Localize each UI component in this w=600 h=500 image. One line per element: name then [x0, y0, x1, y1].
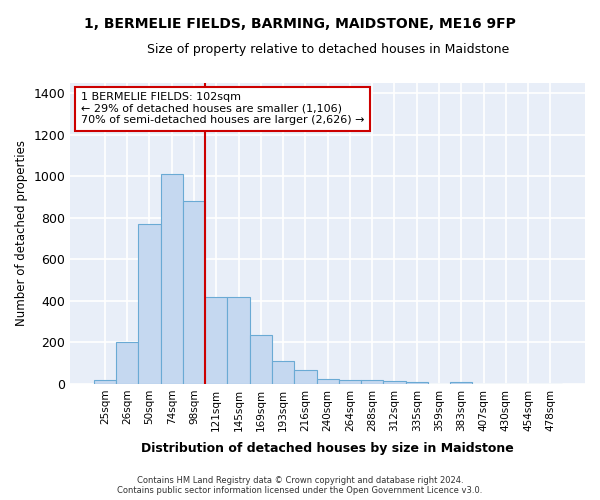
X-axis label: Distribution of detached houses by size in Maidstone: Distribution of detached houses by size …	[141, 442, 514, 455]
Bar	[339, 380, 361, 384]
Bar	[294, 370, 317, 384]
Bar	[250, 335, 272, 384]
Text: 1 BERMELIE FIELDS: 102sqm
← 29% of detached houses are smaller (1,106)
70% of se: 1 BERMELIE FIELDS: 102sqm ← 29% of detac…	[80, 92, 364, 126]
Bar	[183, 202, 205, 384]
Bar	[94, 380, 116, 384]
Y-axis label: Number of detached properties: Number of detached properties	[15, 140, 28, 326]
Bar	[383, 381, 406, 384]
Bar	[317, 380, 339, 384]
Bar	[227, 297, 250, 384]
Bar	[116, 342, 138, 384]
Bar	[205, 297, 227, 384]
Text: 1, BERMELIE FIELDS, BARMING, MAIDSTONE, ME16 9FP: 1, BERMELIE FIELDS, BARMING, MAIDSTONE, …	[84, 18, 516, 32]
Bar	[161, 174, 183, 384]
Bar	[272, 362, 294, 384]
Title: Size of property relative to detached houses in Maidstone: Size of property relative to detached ho…	[146, 42, 509, 56]
Text: Contains HM Land Registry data © Crown copyright and database right 2024.
Contai: Contains HM Land Registry data © Crown c…	[118, 476, 482, 495]
Bar	[450, 382, 472, 384]
Bar	[361, 380, 383, 384]
Bar	[406, 382, 428, 384]
Bar	[138, 224, 161, 384]
